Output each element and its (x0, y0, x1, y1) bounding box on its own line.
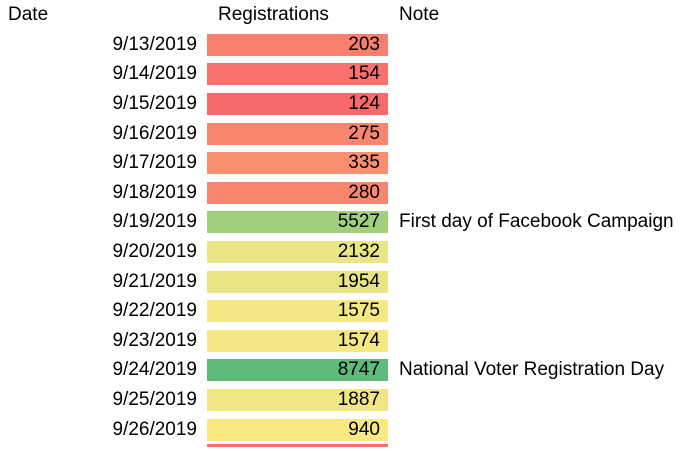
table-row: 9/23/2019 1574 (0, 326, 700, 356)
date-cell[interactable]: 9/18/2019 (112, 181, 197, 203)
table-row: 9/25/2019 1887 (0, 385, 700, 415)
registrations-cell[interactable]: 5527 (207, 211, 388, 234)
header-row: Date Registrations Note (0, 0, 700, 30)
registrations-cell[interactable]: 203 (207, 33, 388, 56)
registrations-cell[interactable]: 1575 (207, 300, 388, 323)
note-cell[interactable]: First day of Facebook Campaign (399, 211, 674, 233)
date-cell[interactable]: 9/24/2019 (112, 359, 197, 381)
partial-next-row-cell (207, 444, 388, 448)
table-row: 9/13/2019 203 (0, 30, 700, 60)
table-row: 9/21/2019 1954 (0, 267, 700, 297)
registrations-cell[interactable]: 124 (207, 92, 388, 115)
date-cell[interactable]: 9/13/2019 (112, 33, 197, 55)
table-row: 9/18/2019 280 (0, 178, 700, 208)
registrations-cell[interactable]: 1574 (207, 329, 388, 352)
date-cell[interactable]: 9/23/2019 (112, 329, 197, 351)
registrations-cell[interactable]: 2132 (207, 240, 388, 263)
note-cell[interactable]: National Voter Registration Day (399, 359, 665, 381)
date-cell[interactable]: 9/19/2019 (112, 211, 197, 233)
date-cell[interactable]: 9/20/2019 (112, 240, 197, 262)
date-cell[interactable]: 9/17/2019 (112, 152, 197, 174)
date-cell[interactable]: 9/26/2019 (112, 418, 197, 440)
registrations-cell[interactable]: 940 (207, 418, 388, 441)
date-cell[interactable]: 9/16/2019 (112, 122, 197, 144)
table-row: 9/19/2019 5527 First day of Facebook Cam… (0, 208, 700, 238)
date-cell[interactable]: 9/15/2019 (112, 92, 197, 114)
date-cell[interactable]: 9/25/2019 (112, 388, 197, 410)
table-row: 9/24/2019 8747 National Voter Registrati… (0, 356, 700, 386)
column-header-date[interactable]: Date (8, 4, 49, 25)
registrations-cell[interactable]: 275 (207, 122, 388, 145)
registrations-cell[interactable]: 8747 (207, 359, 388, 382)
date-cell[interactable]: 9/21/2019 (112, 270, 197, 292)
table-row: 9/14/2019 154 (0, 60, 700, 90)
registrations-cell[interactable]: 1887 (207, 388, 388, 411)
table-row: 9/20/2019 2132 (0, 237, 700, 267)
registrations-cell[interactable]: 335 (207, 152, 388, 175)
date-cell[interactable]: 9/22/2019 (112, 300, 197, 322)
table-row: 9/17/2019 335 (0, 148, 700, 178)
table-row: 9/16/2019 275 (0, 119, 700, 149)
date-cell[interactable]: 9/14/2019 (112, 63, 197, 85)
registrations-cell[interactable]: 1954 (207, 270, 388, 293)
table-row: 9/22/2019 1575 (0, 296, 700, 326)
column-header-registrations[interactable]: Registrations (218, 4, 329, 25)
registrations-cell[interactable]: 280 (207, 181, 388, 204)
column-header-note[interactable]: Note (399, 4, 440, 25)
table-row: 9/26/2019 940 (0, 415, 700, 445)
table-row: 9/15/2019 124 (0, 89, 700, 119)
table-body: 9/13/2019 203 9/14/2019 154 9/15/2019 12… (0, 30, 700, 444)
registrations-cell[interactable]: 154 (207, 63, 388, 86)
